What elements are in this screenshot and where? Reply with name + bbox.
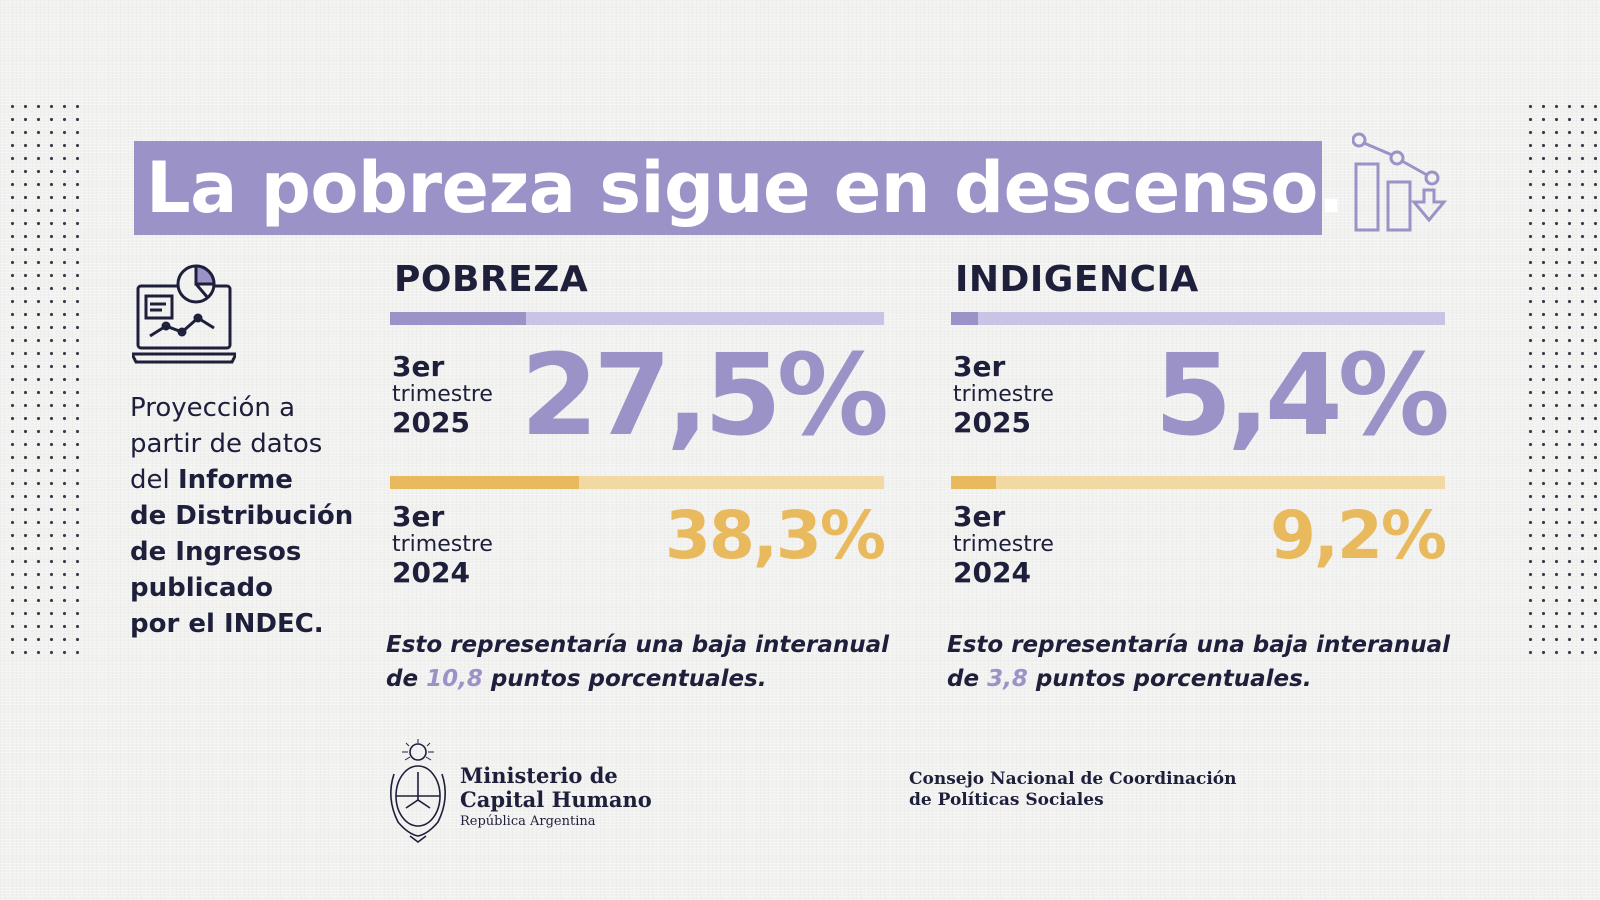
drop-text: Esto representaría una baja interanual d… xyxy=(947,632,1451,692)
drop-value: 3,8 xyxy=(987,666,1028,692)
period-quarter: trimestre xyxy=(392,382,493,407)
declining-chart-icon xyxy=(1352,132,1448,232)
indigencia-period-2025: 3er trimestre 2025 xyxy=(953,352,1054,438)
pobreza-period-2024: 3er trimestre 2024 xyxy=(392,502,493,588)
period-year: 2025 xyxy=(392,406,470,439)
indigencia-title: INDIGENCIA xyxy=(955,259,1199,300)
period-year: 2024 xyxy=(953,556,1031,589)
note-line: Proyección a xyxy=(130,393,296,423)
drop-text: puntos porcentuales. xyxy=(1027,666,1312,692)
indigencia-period-2024: 3er trimestre 2024 xyxy=(953,502,1054,588)
indigencia-2025-value: 5,4% xyxy=(1154,331,1450,461)
dot-pattern-left xyxy=(6,100,84,660)
note-line: del Informe xyxy=(130,462,366,498)
period-quarter: trimestre xyxy=(953,532,1054,557)
pobreza-2024-bar xyxy=(390,476,884,489)
period-ordinal: 3er xyxy=(392,350,445,383)
note-line: publicado xyxy=(130,573,273,603)
argentina-coat-of-arms xyxy=(390,739,446,843)
indigencia-2024-bar-fill xyxy=(951,476,997,489)
title-band xyxy=(134,141,1322,235)
council-logo-text: Consejo Nacional de Coordinación de Polí… xyxy=(909,769,1237,811)
period-quarter: trimestre xyxy=(392,532,493,557)
indigencia-2025-bar-fill xyxy=(951,312,978,325)
period-year: 2024 xyxy=(392,556,470,589)
ministry-country: República Argentina xyxy=(460,814,596,829)
page-title: La pobreza sigue en descenso. xyxy=(146,147,1344,229)
council-name-line1: Consejo Nacional de Coordinación xyxy=(909,769,1237,789)
note-report-name: Informe xyxy=(178,465,293,495)
note-text: del xyxy=(130,465,178,495)
ministry-logo-text: Ministerio de Capital Humano República A… xyxy=(460,764,652,832)
ministry-name-line1: Ministerio de xyxy=(460,763,618,788)
pobreza-period-2025: 3er trimestre 2025 xyxy=(392,352,493,438)
period-ordinal: 3er xyxy=(392,500,445,533)
indigencia-2025-bar xyxy=(951,312,1445,325)
pobreza-2025-bar xyxy=(390,312,884,325)
indigencia-block: INDIGENCIA 3er trimestre 2025 5,4% 3er t… xyxy=(947,252,1451,692)
drop-text: puntos porcentuales. xyxy=(482,666,767,692)
indigencia-drop-note: Esto representaría una baja interanual d… xyxy=(947,628,1467,696)
note-line: de Ingresos xyxy=(130,537,302,567)
period-ordinal: 3er xyxy=(953,350,1006,383)
drop-text: Esto representaría una baja interanual d… xyxy=(386,632,890,692)
source-note: Proyección a partir de datos del Informe… xyxy=(130,390,366,642)
note-line: de Distribución xyxy=(130,501,354,531)
indigencia-2024-value: 9,2% xyxy=(1269,497,1447,574)
period-ordinal: 3er xyxy=(953,500,1006,533)
pobreza-title: POBREZA xyxy=(394,259,589,300)
ministry-name-line2: Capital Humano xyxy=(460,787,652,812)
dot-pattern-right xyxy=(1524,100,1600,660)
note-line: por el INDEC. xyxy=(130,609,324,639)
laptop-report-icon xyxy=(132,264,236,364)
note-line: partir de datos xyxy=(130,429,323,459)
pobreza-block: POBREZA 3er trimestre 2025 27,5% 3er tri… xyxy=(386,252,890,692)
pobreza-2024-bar-fill xyxy=(390,476,580,489)
pobreza-drop-note: Esto representaría una baja interanual d… xyxy=(386,628,906,696)
pobreza-2024-value: 38,3% xyxy=(665,497,886,574)
drop-value: 10,8 xyxy=(426,666,483,692)
council-name-line2: de Políticas Sociales xyxy=(909,790,1104,810)
pobreza-2025-bar-fill xyxy=(390,312,526,325)
indigencia-2024-bar xyxy=(951,476,1445,489)
period-quarter: trimestre xyxy=(953,382,1054,407)
pobreza-2025-value: 27,5% xyxy=(520,331,889,461)
period-year: 2025 xyxy=(953,406,1031,439)
